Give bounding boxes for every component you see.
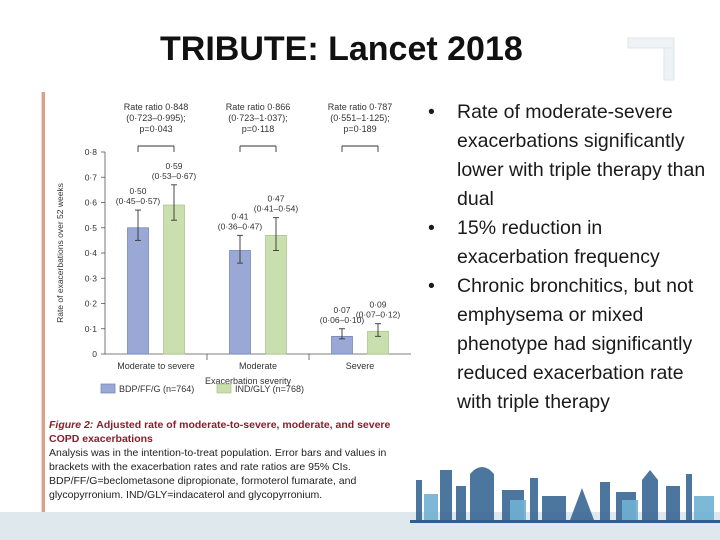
bullet-item: Rate of moderate-severe exacerbations si…	[425, 98, 715, 214]
caption-lead: Figure 2:	[49, 419, 94, 431]
rate-ratio-label: Rate ratio 0·866	[226, 102, 291, 112]
bar	[265, 234, 287, 355]
data-label-ci: (0·06–0·10)	[320, 315, 365, 325]
bar	[127, 227, 149, 355]
data-label-ci: (0·41–0·54)	[254, 204, 299, 214]
figure-panel: Rate of exacerbations over 52 weeks 0 0·1 0…	[42, 92, 417, 512]
y-axis-label: Rate of exacerbations over 52 weeks	[55, 183, 65, 323]
city-skyline-icon	[410, 467, 720, 523]
legend-swatch	[100, 383, 116, 394]
bullet-item: 15% reduction in exacerbation frequency	[425, 214, 715, 272]
bullet-item: Chronic bronchitics, but not emphysema o…	[425, 272, 715, 417]
y-tick-label: 0·1	[85, 324, 98, 334]
exacerbation-bar-chart: Rate of exacerbations over 52 weeks 0 0·1 0…	[55, 102, 411, 394]
y-tick-label: 0·2	[85, 299, 98, 309]
data-label: 0·09	[369, 300, 386, 310]
x-tick-label: Moderate to severe	[117, 361, 195, 371]
data-label: 0·41	[231, 211, 248, 221]
y-tick-label: 0·4	[85, 248, 98, 258]
data-label: 0·59	[165, 161, 182, 171]
data-label: 0·07	[333, 305, 350, 315]
data-label: 0·47	[267, 194, 284, 204]
rate-ratio-ci: (0·551–1·125);	[330, 113, 390, 123]
rate-ratio-label: Rate ratio 0·848	[124, 102, 189, 112]
data-label-ci: (0·07–0·12)	[356, 310, 401, 320]
rate-ratio-p: p=0·043	[139, 124, 172, 134]
rate-ratio-ci: (0·723–0·995);	[126, 113, 186, 123]
y-tick-label: 0·5	[85, 223, 98, 233]
rate-ratio-ci: (0·723–1·037);	[228, 113, 288, 123]
legend-swatch	[216, 383, 232, 394]
data-label-ci: (0·53–0·67)	[152, 171, 197, 181]
bar	[229, 250, 251, 355]
y-tick-label: 0·8	[85, 147, 98, 157]
y-tick-label: 0·7	[85, 172, 98, 182]
rate-ratio-p: p=0·118	[242, 124, 275, 134]
bar	[163, 204, 185, 355]
data-label-ci: (0·45–0·57)	[116, 196, 161, 206]
logo-mark-icon	[627, 37, 675, 81]
caption-title: Adjusted rate of moderate-to-severe, mod…	[49, 419, 391, 445]
caption-body: Analysis was in the intention-to-treat p…	[49, 447, 387, 501]
bullet-list: Rate of moderate-severe exacerbations si…	[425, 98, 715, 417]
legend-label: IND/GLY (n=768)	[235, 384, 304, 394]
y-tick-label: 0·3	[85, 273, 98, 283]
rate-ratio-label: Rate ratio 0·787	[328, 102, 393, 112]
y-tick-label: 0·6	[85, 198, 98, 208]
x-axis-label: Exacerbation severity	[205, 376, 292, 386]
x-tick-label: Severe	[346, 361, 375, 371]
figure-caption: Figure 2: Adjusted rate of moderate-to-s…	[49, 418, 411, 502]
x-tick-label: Moderate	[239, 361, 277, 371]
y-tick-label: 0	[92, 349, 97, 359]
legend-label: BDP/FF/G (n=764)	[119, 384, 194, 394]
data-label: 0·50	[129, 186, 146, 196]
rate-ratio-p: p=0·189	[343, 124, 376, 134]
data-label-ci: (0·36–0·47)	[218, 221, 263, 231]
slide-title: TRIBUTE: Lancet 2018	[160, 30, 523, 68]
